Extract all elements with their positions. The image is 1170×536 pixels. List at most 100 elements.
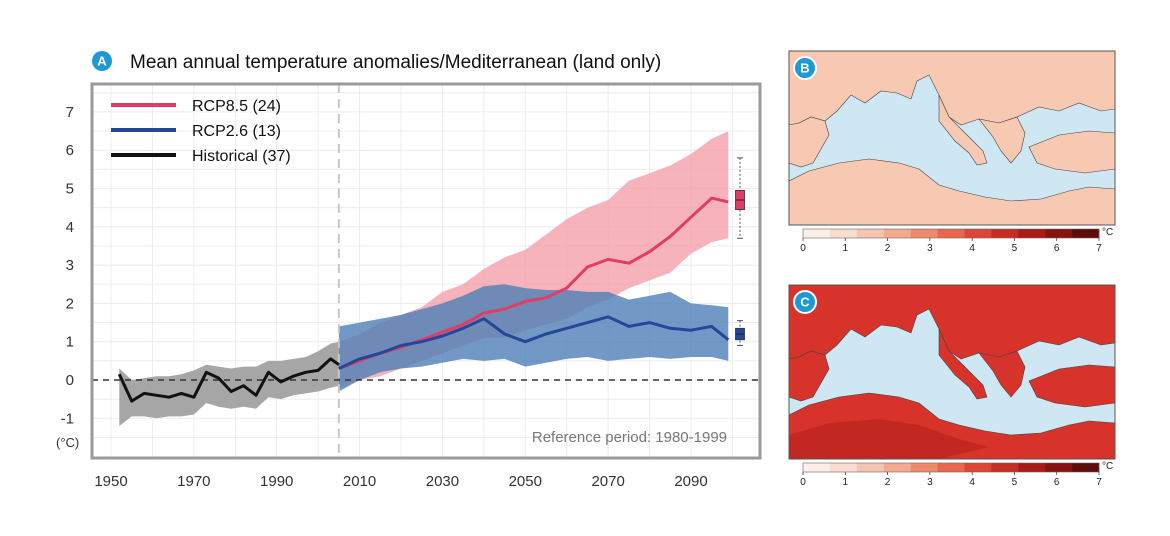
- y-tick-label: 5: [66, 181, 74, 198]
- colorbar-tick-label: 1: [843, 477, 849, 488]
- colorbar-tick-label: 7: [1096, 243, 1102, 254]
- panel-b-map: B 0 1 2 3 4 5 6 7°C: [788, 50, 1116, 254]
- colorbar-swatch: [937, 229, 965, 238]
- map-b-land-iberia: [789, 116, 830, 168]
- boxplots: [735, 157, 745, 347]
- colorbar-swatch: [991, 463, 1019, 472]
- x-tick-label: 2030: [426, 473, 459, 490]
- series-lines: [117, 196, 730, 403]
- colorbar-swatch: [803, 463, 831, 472]
- colorbar-tick-label: 2: [885, 243, 891, 254]
- panel-c-badge-label: C: [800, 295, 810, 310]
- colorbar-swatch: [829, 229, 858, 238]
- y-axis-unit: (°C): [56, 435, 79, 450]
- x-tick-label: 1950: [94, 473, 127, 490]
- map-b-land-italy: [938, 94, 988, 166]
- y-tick-label: 1: [66, 334, 74, 351]
- colorbar-tick-label: 2: [885, 477, 891, 488]
- colorbar-swatch: [856, 463, 885, 472]
- map-c-frame: [788, 284, 1116, 460]
- colorbar-tick-label: 4: [969, 243, 975, 254]
- y-tick-label: 7: [66, 104, 74, 121]
- colorbar-swatch: [1018, 229, 1046, 238]
- x-tick-label: 2050: [509, 473, 542, 490]
- colorbar-tick-label: 3: [927, 243, 933, 254]
- map-c-land-iberia: [789, 350, 830, 402]
- colorbar-swatch: [1072, 229, 1100, 238]
- y-tick-label: 0: [66, 372, 74, 389]
- x-tick-label: 1990: [260, 473, 293, 490]
- colorbar-tick-label: 0: [800, 243, 806, 254]
- colorbar-frame: [802, 462, 1100, 473]
- y-axis-ticks: -1 0 1 2 3 4 5 6 7: [61, 104, 74, 427]
- y-tick-label: -1: [61, 410, 74, 427]
- reference-period-note: Reference period: 1980-1999: [532, 429, 727, 446]
- map-b-land-balkans: [978, 116, 1026, 164]
- line-rcp26: [338, 315, 730, 370]
- x-tick-label: 2090: [674, 473, 707, 490]
- colorbar-tick-label: 5: [1012, 243, 1018, 254]
- y-tick-label: 2: [66, 295, 74, 312]
- colorbar-swatch: [1045, 229, 1073, 238]
- colorbar-swatch: [829, 463, 858, 472]
- colorbar-swatch: [964, 463, 992, 472]
- y-tick-label: 4: [66, 219, 74, 236]
- colorbar-swatch: [856, 229, 885, 238]
- panel-a-badge: [92, 51, 112, 71]
- map-c-land-italy: [938, 328, 988, 400]
- map-c-land-balkans: [978, 350, 1026, 398]
- colorbar-swatch: [1018, 463, 1046, 472]
- y-tick-label: 3: [66, 257, 74, 274]
- colorbar-frame: [802, 228, 1100, 239]
- colorbar-unit: °C: [1102, 227, 1113, 238]
- colorbar-tick-label: 7: [1096, 477, 1102, 488]
- legend-label-historical: Historical (37): [192, 148, 291, 165]
- x-tick-label: 2070: [591, 473, 624, 490]
- colorbar-b: 0 1 2 3 4 5 6 7°C: [800, 227, 1113, 254]
- panel-c-badge: [793, 290, 817, 314]
- panel-a-badge-label: A: [97, 54, 107, 69]
- legend: RCP8.5 (24) RCP2.6 (13) Historical (37): [111, 98, 291, 165]
- line-hist: [117, 357, 340, 403]
- map-b-land-north: [789, 51, 1115, 126]
- colorbar-tick-label: 3: [927, 477, 933, 488]
- map-b-land-africa: [789, 158, 1115, 225]
- colorbar-tick-label: 4: [969, 477, 975, 488]
- colorbar-swatch: [937, 463, 965, 472]
- panel-c-map: C 0 1 2 3 4 5 6 7°C: [788, 284, 1116, 488]
- plot-frame: [90, 82, 762, 460]
- colorbar-swatch: [883, 463, 911, 472]
- panel-b-badge: [793, 56, 817, 80]
- colorbar-tick-label: 6: [1054, 243, 1060, 254]
- colorbar-unit: °C: [1102, 461, 1113, 472]
- band-hist: [119, 341, 339, 426]
- panel-a-header: A Mean annual temperature anomalies/Medi…: [92, 51, 661, 73]
- x-axis-ticks: 1950 1970 1990 2010 2030 2050 2070 2090: [94, 473, 707, 490]
- map-c-land-north: [789, 285, 1115, 360]
- chart-title: Mean annual temperature anomalies/Medite…: [130, 52, 661, 73]
- x-tick-label: 2010: [343, 473, 376, 490]
- colorbar-c: 0 1 2 3 4 5 6 7°C: [800, 461, 1113, 488]
- colorbar-swatch: [1072, 463, 1100, 472]
- colorbar-swatch: [910, 463, 938, 472]
- colorbar-swatch: [964, 229, 992, 238]
- colorbar-tick-label: 6: [1054, 477, 1060, 488]
- colorbar-tick-label: 1: [843, 243, 849, 254]
- map-b-land-anatolia: [1028, 130, 1115, 174]
- colorbar-swatch: [991, 229, 1019, 238]
- colorbar-swatch: [1045, 463, 1073, 472]
- colorbar-swatch: [883, 229, 911, 238]
- x-tick-label: 1970: [177, 473, 210, 490]
- map-c-land-africa-dark: [789, 419, 989, 459]
- legend-label-rcp26: RCP2.6 (13): [192, 123, 281, 140]
- panel-a-chart: 1950 1970 1990 2010 2030 2050 2070 2090 -1 0 1 2 3 4…: [56, 82, 762, 490]
- colorbar-swatch: [910, 229, 938, 238]
- colorbar-tick-label: 5: [1012, 477, 1018, 488]
- panel-b-badge-label: B: [800, 61, 809, 76]
- y-tick-label: 6: [66, 142, 74, 159]
- map-b-frame: [788, 50, 1116, 226]
- colorbar-tick-label: 0: [800, 477, 806, 488]
- legend-label-rcp85: RCP8.5 (24): [192, 98, 281, 115]
- map-c-land-anatolia: [1028, 364, 1115, 408]
